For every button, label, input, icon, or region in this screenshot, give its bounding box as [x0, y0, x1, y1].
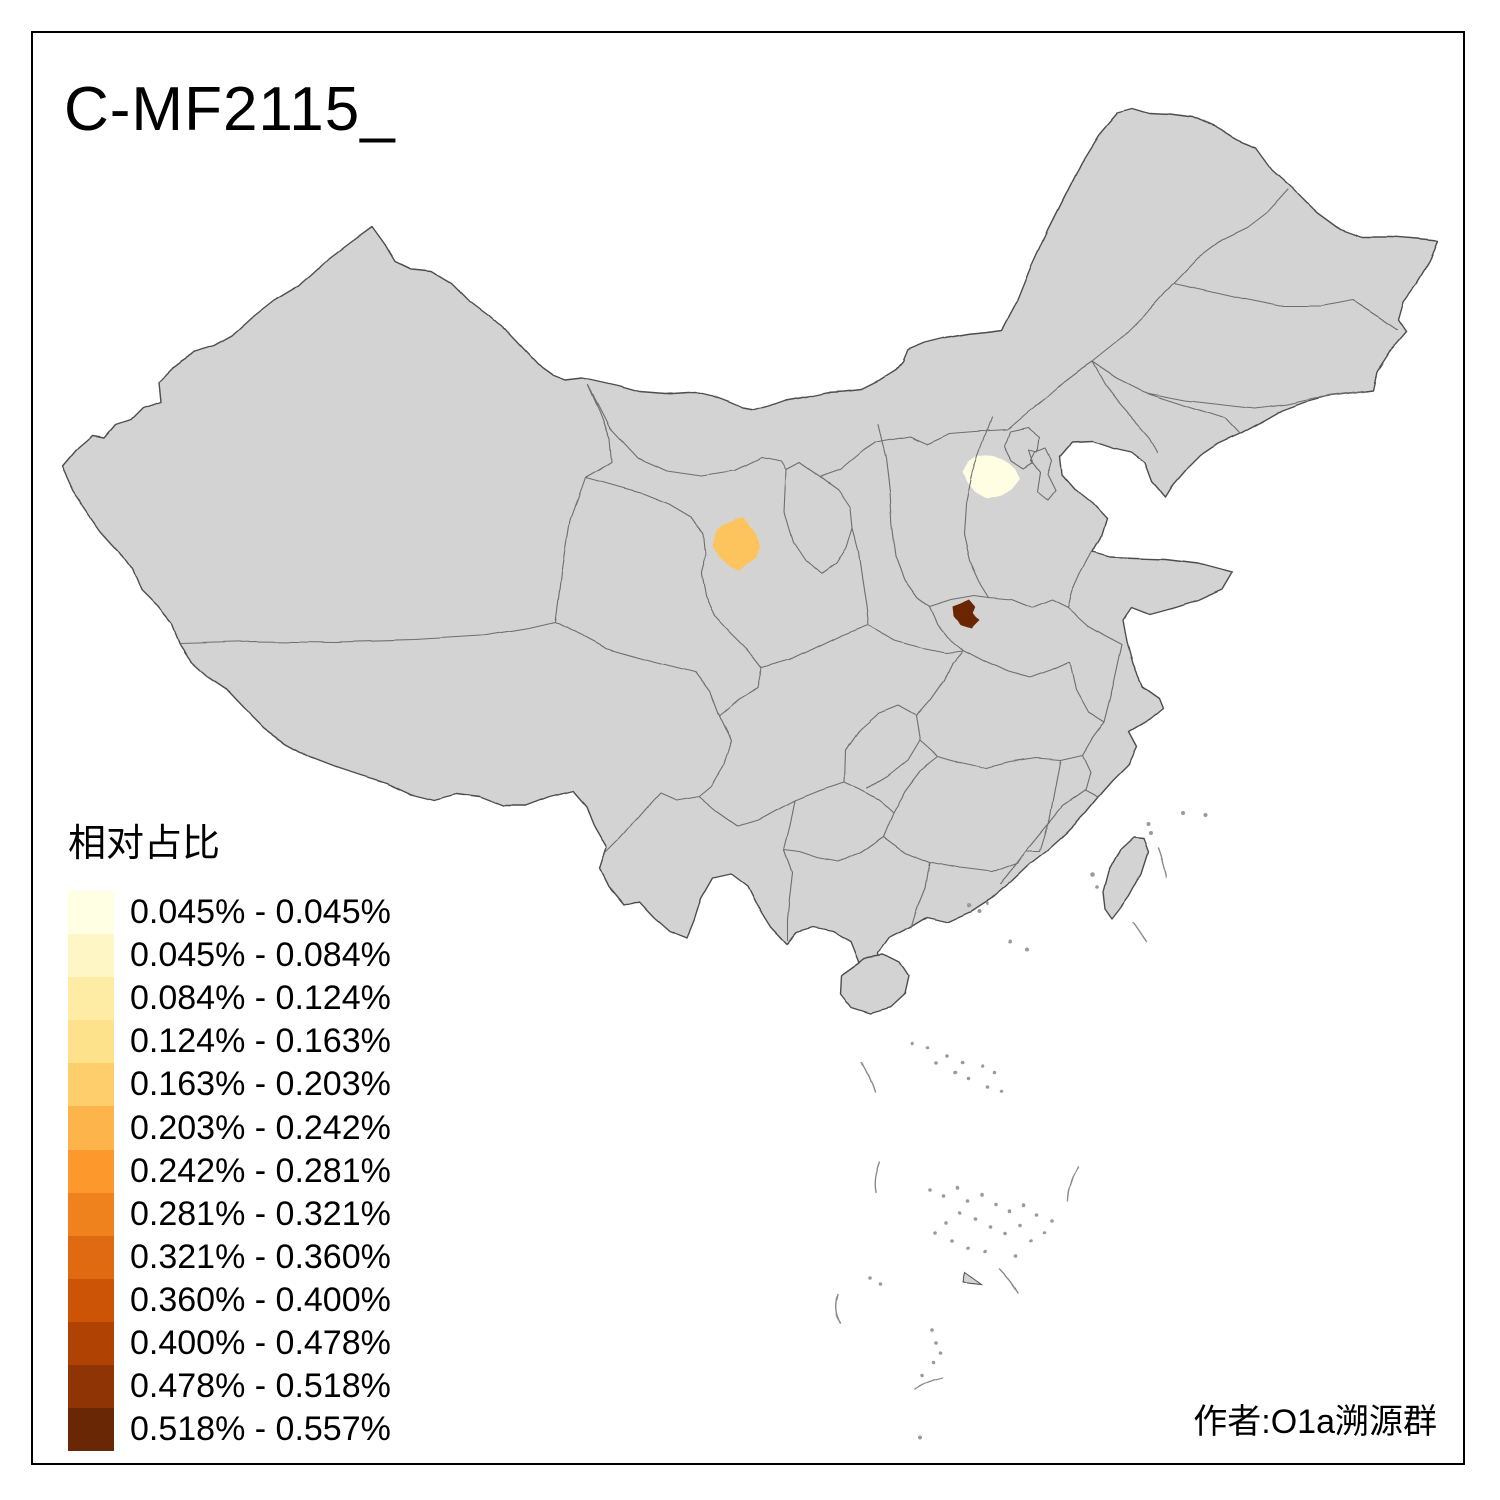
legend-range-label: 0.321% - 0.360%	[130, 1237, 391, 1276]
legend-item: 0.242% - 0.281%	[68, 1149, 391, 1193]
legend-range-label: 0.400% - 0.478%	[130, 1323, 391, 1362]
legend-range-label: 0.045% - 0.045%	[130, 893, 391, 932]
legend-item: 0.163% - 0.203%	[68, 1063, 391, 1107]
province-borders	[177, 189, 1399, 941]
legend-color-swatch	[68, 1408, 114, 1452]
legend-range-label: 0.203% - 0.242%	[130, 1108, 391, 1147]
legend-item: 0.045% - 0.045%	[68, 891, 391, 935]
legend-item: 0.084% - 0.124%	[68, 977, 391, 1021]
legend-item: 0.045% - 0.084%	[68, 934, 391, 978]
legend-color-swatch	[68, 891, 114, 935]
small-islands	[835, 811, 1207, 1440]
legend: 相对占比 0.045% - 0.045% 0.045% - 0.084% 0.084…	[68, 812, 391, 1452]
legend-range-label: 0.045% - 0.084%	[130, 936, 391, 975]
legend-range-label: 0.242% - 0.281%	[130, 1151, 391, 1190]
legend-color-swatch	[68, 1149, 114, 1193]
legend-item: 0.360% - 0.400%	[68, 1278, 391, 1322]
legend-item: 0.124% - 0.163%	[68, 1020, 391, 1064]
hainan-island	[839, 954, 910, 1014]
legend-item: 0.478% - 0.518%	[68, 1365, 391, 1409]
legend-color-swatch	[68, 1063, 114, 1107]
legend-title: 相对占比	[68, 823, 221, 865]
legend-color-swatch	[68, 1106, 114, 1150]
taiwan-island	[1102, 836, 1149, 920]
legend-item: 0.518% - 0.557%	[68, 1408, 391, 1452]
legend-range-label: 0.163% - 0.203%	[130, 1065, 391, 1104]
plot-frame	[31, 31, 1465, 1465]
legend-range-label: 0.124% - 0.163%	[130, 1022, 391, 1061]
legend-color-swatch	[68, 977, 114, 1021]
legend-color-swatch	[68, 1235, 114, 1279]
highlighted-region-northwest	[713, 518, 761, 571]
legend-color-swatch	[68, 1192, 114, 1236]
legend-items: 0.045% - 0.045% 0.045% - 0.084% 0.084% - 0…	[68, 891, 391, 1452]
legend-color-swatch	[68, 1365, 114, 1409]
highlighted-region-north	[963, 454, 1021, 499]
page-title: C-MF2115_	[64, 75, 396, 144]
legend-range-label: 0.518% - 0.557%	[130, 1410, 391, 1449]
legend-color-swatch	[68, 1278, 114, 1322]
legend-color-swatch	[68, 1020, 114, 1064]
attribution-text: 作者:O1a溯源群	[1193, 1403, 1437, 1441]
legend-color-swatch	[68, 1321, 114, 1366]
legend-item: 0.281% - 0.321%	[68, 1192, 391, 1236]
legend-color-swatch	[68, 934, 114, 978]
highlighted-region-central	[953, 600, 979, 628]
legend-item: 0.321% - 0.360%	[68, 1235, 391, 1279]
legend-range-label: 0.084% - 0.124%	[130, 979, 391, 1018]
legend-range-label: 0.360% - 0.400%	[130, 1280, 391, 1319]
legend-range-label: 0.281% - 0.321%	[130, 1194, 391, 1233]
legend-item: 0.203% - 0.242%	[68, 1106, 391, 1150]
legend-item: 0.400% - 0.478%	[68, 1321, 391, 1366]
legend-range-label: 0.478% - 0.518%	[130, 1367, 391, 1406]
